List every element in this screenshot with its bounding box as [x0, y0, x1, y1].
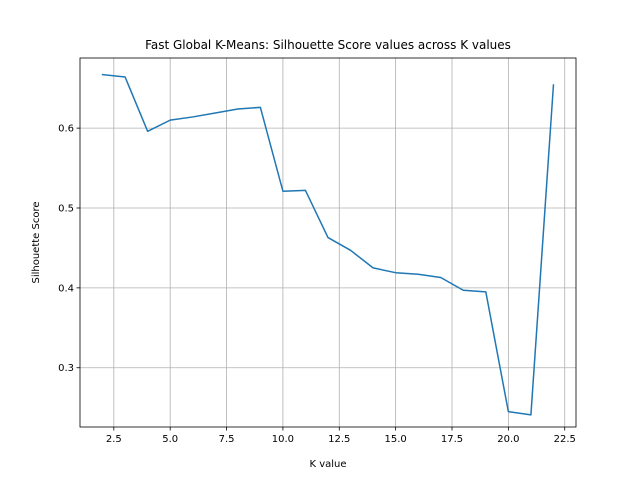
y-tick-label: 0.3 — [58, 363, 74, 374]
x-tick-label: 7.5 — [219, 434, 235, 445]
y-axis-label: Silhouette Score — [31, 201, 42, 283]
chart-title: Fast Global K-Means: Silhouette Score va… — [145, 38, 511, 52]
x-tick-label: 17.5 — [441, 434, 463, 445]
x-tick-label: 20.0 — [497, 434, 519, 445]
y-tick-label: 0.5 — [58, 203, 74, 214]
x-tick-label: 2.5 — [106, 434, 122, 445]
x-tick-label: 10.0 — [272, 434, 294, 445]
y-tick-label: 0.6 — [58, 124, 74, 135]
y-tick-label: 0.4 — [58, 283, 74, 294]
x-tick-label: 12.5 — [328, 434, 350, 445]
x-tick-label: 5.0 — [162, 434, 178, 445]
x-tick-label: 15.0 — [385, 434, 407, 445]
x-axis-label: K value — [309, 459, 346, 470]
x-tick-label: 22.5 — [554, 434, 576, 445]
